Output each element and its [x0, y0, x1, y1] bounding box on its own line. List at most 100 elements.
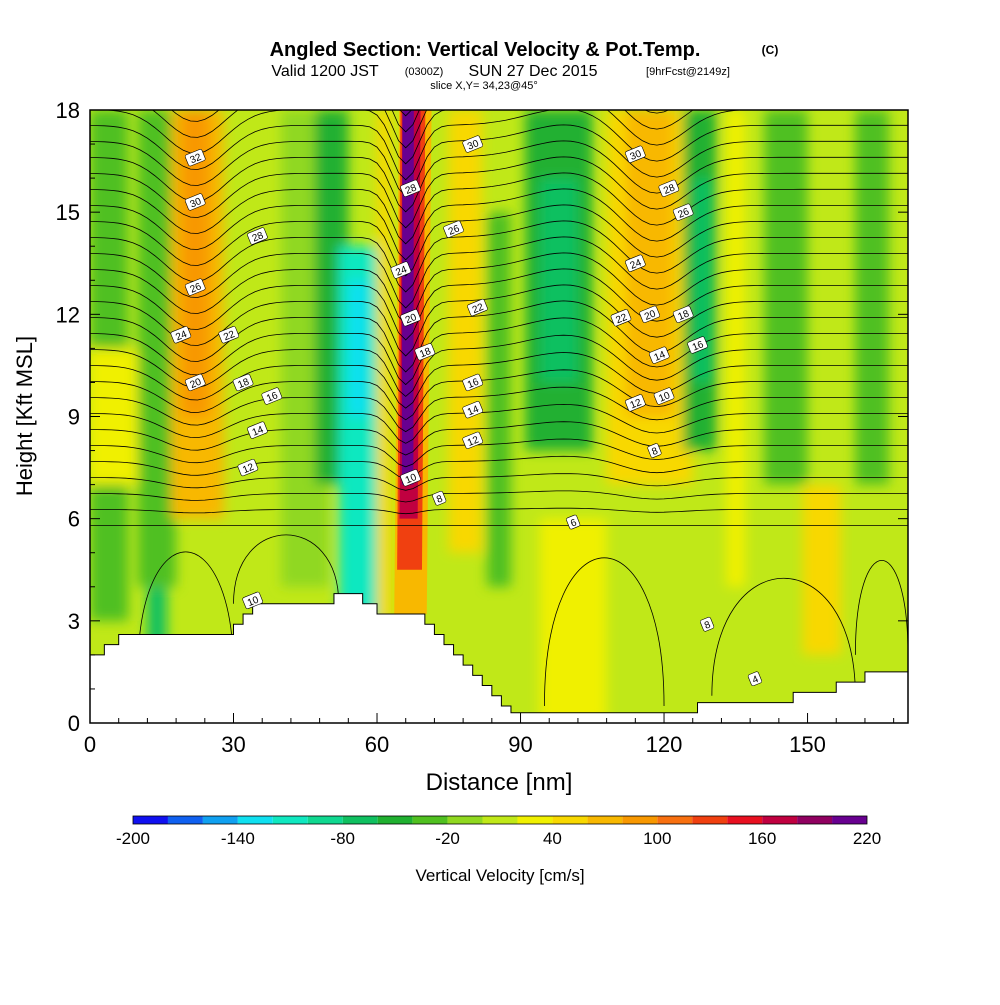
velocity-zone	[448, 110, 483, 553]
velocity-zone	[487, 212, 511, 587]
isotherm-label: 30	[184, 193, 206, 211]
isotherm-label-text: 4	[751, 674, 761, 686]
y-axis-label: Height [Kft MSL]	[12, 336, 37, 496]
isotherm-line	[233, 534, 340, 604]
isotherm-label-text: 16	[265, 390, 280, 405]
isotherm-label: 26	[184, 278, 206, 296]
isotherm-line	[90, 507, 908, 515]
isotherm-label: 20	[184, 373, 206, 392]
isotherm-label-box	[232, 373, 254, 392]
isotherm-line	[90, 110, 908, 181]
chart-title-suffix: (C)	[762, 43, 779, 57]
velocity-zone	[855, 110, 889, 485]
x-tick-label: 30	[221, 732, 245, 757]
velocity-zone	[539, 178, 578, 383]
isotherm-label-box	[414, 343, 436, 361]
isotherm-label-text: 14	[653, 349, 668, 364]
colorbar-tick-label: -20	[435, 829, 460, 848]
colorbar-segment	[167, 816, 203, 824]
isotherm-label: 12	[625, 394, 646, 412]
isotherm-label: 24	[390, 261, 412, 279]
velocity-zone	[764, 110, 808, 485]
colorbar-tick-label: 100	[643, 829, 671, 848]
isotherm-line	[90, 188, 908, 261]
x-tick-label: 0	[84, 732, 96, 757]
isotherm-line	[90, 252, 908, 325]
isotherm-label-box	[462, 431, 483, 449]
y-tick-label: 18	[56, 98, 80, 123]
colorbar-segment	[692, 816, 728, 824]
isotherm-label-text: 18	[418, 346, 433, 361]
x-tick-label: 150	[789, 732, 826, 757]
isotherm-line	[137, 551, 234, 672]
vertical-velocity-field	[90, 110, 908, 723]
isotherm-label: 10	[242, 591, 263, 610]
colorbar-frame	[132, 815, 868, 825]
isotherm-label-box	[462, 373, 483, 392]
isotherm-label-box	[184, 149, 206, 167]
isotherm-label-text: 24	[174, 329, 189, 344]
colorbar-segment	[447, 816, 483, 824]
isotherm-label-text: 28	[662, 182, 677, 197]
colorbar-tick-label: 40	[543, 829, 562, 848]
isotherm-label-box	[625, 394, 646, 412]
velocity-zone	[137, 110, 177, 587]
colorbar-segment	[412, 816, 448, 824]
isotherm-label: 30	[625, 145, 646, 163]
x-tick-label: 120	[646, 732, 683, 757]
isotherm-label: 10	[400, 469, 421, 487]
isotherm-label: 22	[218, 326, 240, 344]
colorbar-segment	[133, 816, 168, 824]
colorbar-segment	[517, 816, 553, 824]
velocity-zone	[348, 280, 368, 417]
isotherm-label: 30	[462, 135, 483, 153]
chart-subtitle-fcst: [9hrFcst@2149z]	[646, 66, 730, 78]
isotherm-label: 26	[672, 203, 694, 221]
colorbar-segment	[727, 816, 763, 824]
velocity-zone	[539, 518, 607, 723]
isotherm-label-text: 16	[691, 339, 706, 354]
isotherm-label-text: 10	[657, 390, 672, 405]
isotherm-label: 14	[648, 346, 670, 364]
colorbar-segment	[762, 816, 798, 824]
isotherm-label: 18	[414, 343, 436, 361]
isotherm-line	[90, 386, 908, 433]
isotherm-label-box	[672, 305, 694, 323]
colorbar-segment	[797, 816, 833, 824]
isotherm-label-text: 28	[251, 230, 266, 245]
colorbar-tick-label: 160	[748, 829, 776, 848]
isotherm-label-text: 8	[650, 446, 660, 458]
chart-subtitle-zulu: (0300Z)	[405, 66, 444, 78]
isotherm-line	[97, 110, 751, 165]
isotherm-label: 14	[247, 421, 268, 439]
isotherm-label-box	[639, 305, 660, 323]
isotherm-label-box	[242, 591, 263, 610]
isotherm-label-text: 22	[471, 302, 486, 317]
isotherm-label-text: 30	[466, 138, 481, 153]
colorbar-segment	[832, 816, 867, 824]
isotherm-label-box	[462, 135, 483, 153]
isotherm-line	[90, 204, 908, 277]
isotherm-line	[90, 369, 908, 421]
isotherm-line	[544, 557, 665, 706]
isotherm-label: 28	[247, 227, 268, 245]
y-tick-label: 0	[68, 711, 80, 736]
isotherm-label-text: 28	[404, 182, 419, 197]
isotherm-label-box	[672, 203, 694, 221]
colorbar-segment	[307, 816, 343, 824]
isotherm-line	[90, 300, 908, 373]
isotherm-line	[90, 455, 908, 479]
colorbar-segment	[377, 816, 413, 824]
colorbar-segment	[657, 816, 693, 824]
isotherm-label-text: 18	[236, 376, 251, 391]
x-axis: 0 30 60 90 120 150	[84, 713, 895, 757]
isotherm-label-box	[610, 309, 632, 327]
isotherm-label-box	[700, 616, 715, 632]
chart-slice-label: slice X,Y= 34,23@45°	[430, 80, 538, 92]
isotherm-label: 12	[462, 431, 483, 449]
isotherm-label: 26	[443, 220, 464, 238]
isotherm-label: 28	[658, 179, 680, 197]
y-axis: 0 3 6 9 12 15 18	[56, 98, 908, 736]
colorbar-label: Vertical Velocity [cm/s]	[415, 866, 584, 885]
